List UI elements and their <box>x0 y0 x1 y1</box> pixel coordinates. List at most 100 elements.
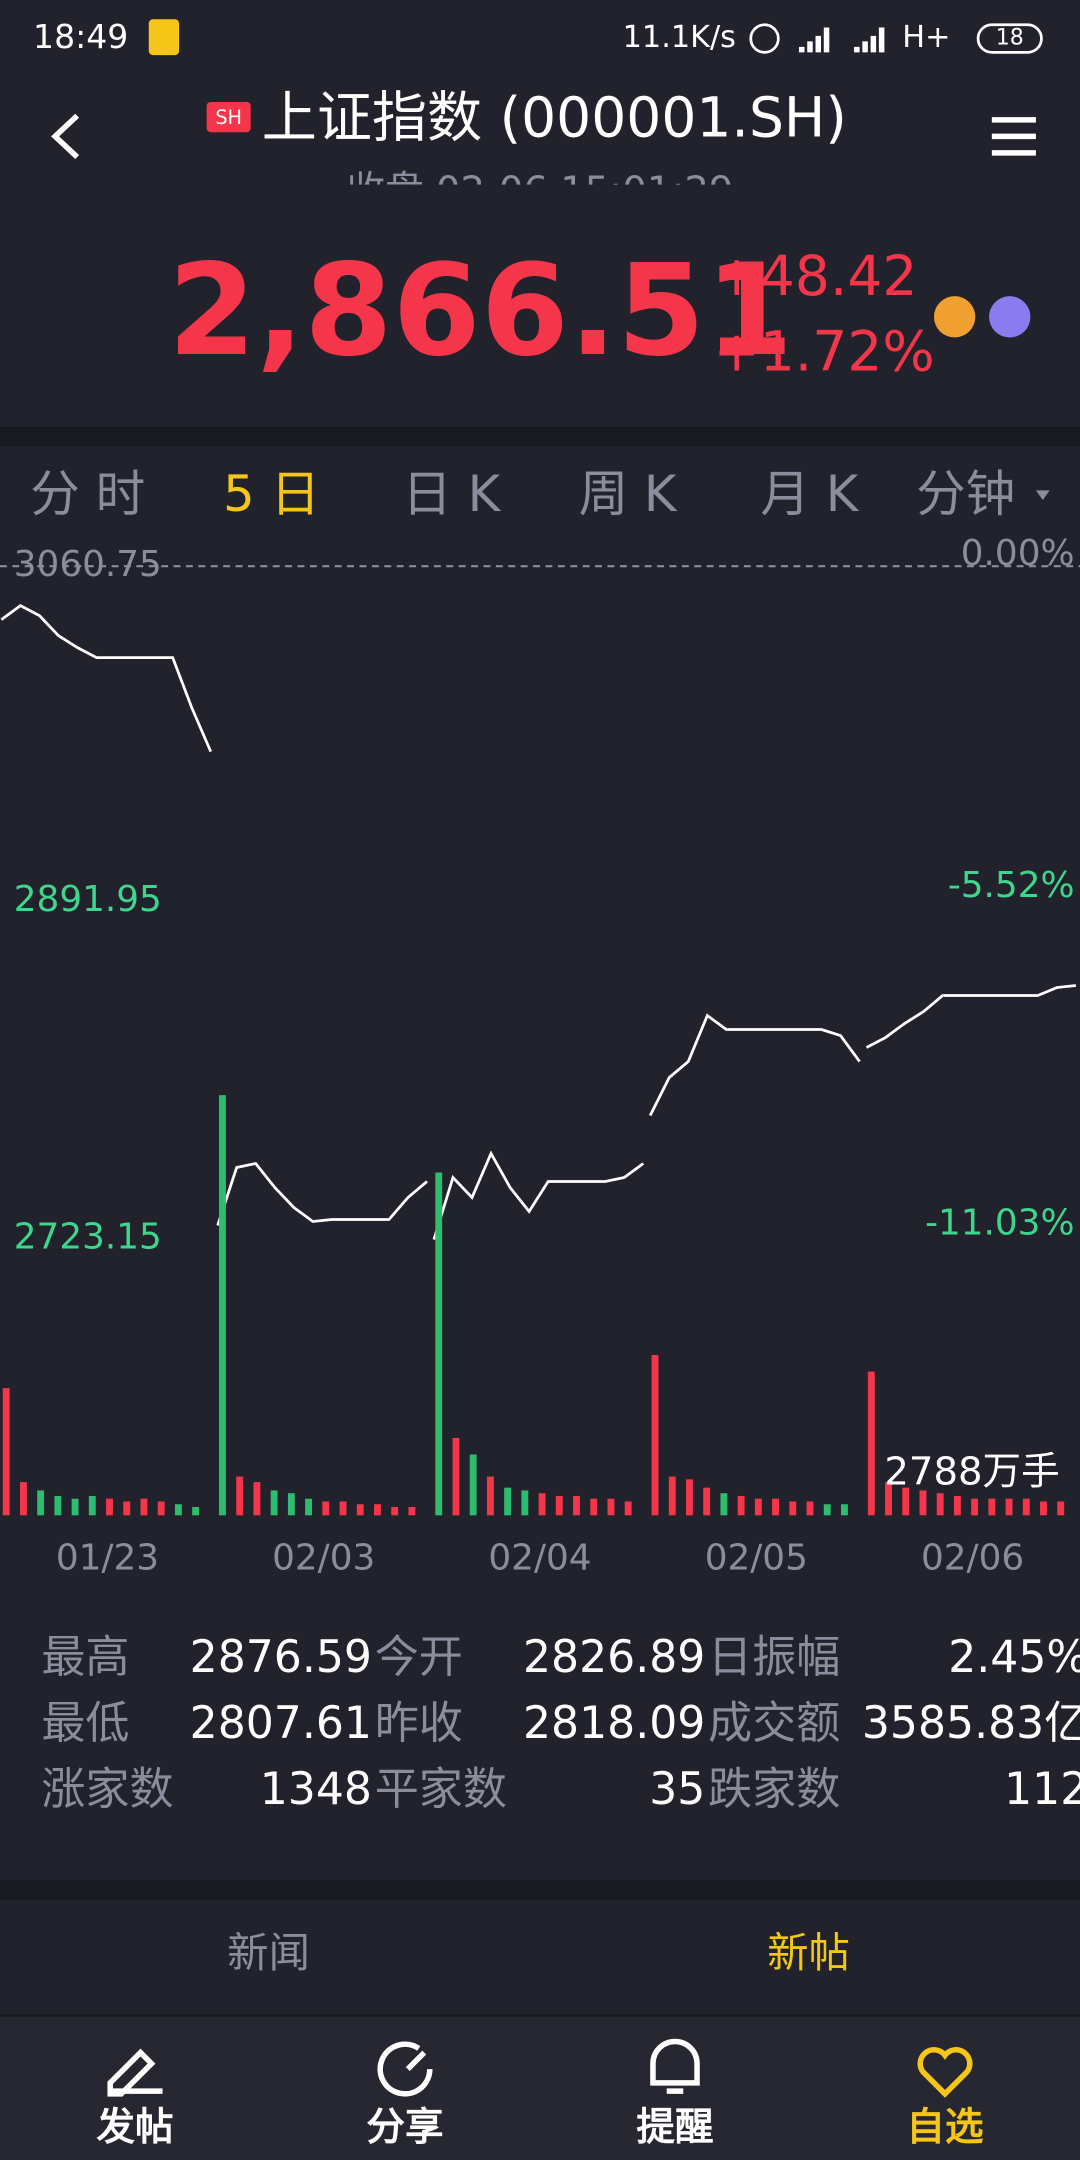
title: 上证指数 (000001.SH) <box>262 85 847 149</box>
stat-value: 112 <box>1004 1764 1080 1815</box>
price-line <box>865 984 1077 1049</box>
subtitle: 收盘 02-06 15:01:29 <box>347 168 734 213</box>
volume-bar <box>1005 1498 1013 1516</box>
volume-bar <box>772 1498 780 1516</box>
stat-label: 成交额 <box>708 1698 840 1749</box>
volume-bar <box>305 1498 313 1516</box>
volume-bar <box>435 1172 443 1516</box>
x-tick-label: 02/03 <box>272 1537 375 1578</box>
volume-bar <box>253 1482 261 1516</box>
content-tab[interactable]: 新闻 <box>227 1929 310 1977</box>
volume-bar <box>651 1354 659 1516</box>
x-tick-label: 01/23 <box>56 1537 159 1578</box>
signal-icon <box>798 27 830 53</box>
battery: 18 <box>996 26 1024 51</box>
price-line <box>216 1161 428 1226</box>
stat-value: 1348 <box>260 1764 372 1815</box>
tab[interactable]: 分 时 <box>30 465 145 523</box>
share-icon[interactable] <box>377 2041 433 2097</box>
volume-bar <box>1022 1498 1030 1516</box>
nav-label[interactable]: 发帖 <box>96 2105 173 2150</box>
volume-bar <box>71 1498 79 1516</box>
volume-bar <box>573 1495 580 1516</box>
net-speed: 11.1K/s <box>623 20 736 55</box>
back-button[interactable] <box>51 113 80 160</box>
volume-bar <box>88 1495 96 1516</box>
change: +48.42 <box>714 244 918 308</box>
volume-bar <box>590 1498 598 1516</box>
watchlist-icon[interactable] <box>917 2047 973 2098</box>
battery-icon <box>976 23 1043 54</box>
tag-icon <box>933 296 976 338</box>
volume-bar <box>624 1501 632 1516</box>
volume-bar <box>219 1095 226 1516</box>
price: 2,866.51 <box>168 236 793 384</box>
stat-value: 2818.09 <box>523 1698 705 1749</box>
volume-bar <box>106 1498 113 1516</box>
stat-value: 2876.59 <box>190 1632 372 1683</box>
signal-icon <box>854 27 885 53</box>
y-tick-label: 2891.95 <box>14 879 162 920</box>
volume-bar <box>452 1437 460 1516</box>
volume-bar <box>192 1507 200 1516</box>
tab[interactable]: 分钟 <box>916 465 1015 523</box>
nav-label[interactable]: 自选 <box>906 2105 984 2150</box>
stat-value: 2826.89 <box>523 1632 705 1683</box>
stat-label: 昨收 <box>375 1698 463 1749</box>
nav-label[interactable]: 提醒 <box>636 2105 713 2150</box>
tab[interactable]: 5 日 <box>223 465 320 523</box>
alarm-icon <box>749 23 780 54</box>
stat-label: 涨家数 <box>41 1764 173 1815</box>
volume-bar <box>469 1454 477 1516</box>
pct-label: -5.52% <box>948 865 1075 906</box>
divider <box>0 1880 1080 1900</box>
nav-label[interactable]: 分享 <box>366 2105 443 2150</box>
tab[interactable]: 日 K <box>402 465 501 523</box>
notification-icon <box>148 19 180 56</box>
volume-bar <box>1040 1501 1047 1516</box>
price-line <box>648 1013 861 1117</box>
stat-value: 2.45% <box>948 1632 1080 1683</box>
volume-bar <box>885 1482 892 1516</box>
volume-bar <box>936 1493 944 1516</box>
volume-bar <box>737 1495 745 1516</box>
volume-bar <box>356 1504 364 1516</box>
volume-bar <box>971 1498 979 1516</box>
stat-label: 平家数 <box>375 1764 507 1815</box>
network: H+ <box>902 20 950 55</box>
volume-bar <box>322 1501 330 1516</box>
tab[interactable]: 月 K <box>760 465 859 523</box>
volume-bar <box>504 1487 512 1516</box>
pct-label: 0.00% <box>961 533 1075 574</box>
post-icon[interactable] <box>107 2048 163 2097</box>
pct-label: -11.03% <box>925 1203 1074 1244</box>
volume-bar <box>919 1490 927 1516</box>
volume-bar <box>538 1493 546 1516</box>
stat-label: 今开 <box>375 1632 463 1683</box>
nav-bar <box>0 2016 1080 2160</box>
content-tab[interactable]: 新帖 <box>767 1929 850 1977</box>
volume-bar <box>953 1495 961 1516</box>
price-line <box>0 604 213 753</box>
alert-icon[interactable] <box>650 2038 700 2094</box>
stat-value: 35 <box>649 1764 705 1815</box>
tab[interactable]: 周 K <box>579 465 678 523</box>
stat-value: 3585.83亿 <box>862 1698 1080 1749</box>
divider <box>0 2013 1080 2017</box>
badge: SH <box>215 106 242 129</box>
volume-bar <box>988 1498 996 1516</box>
volume-bar <box>408 1507 416 1516</box>
volume-bar <box>686 1479 693 1516</box>
volume-bar <box>789 1501 797 1516</box>
volume-bar <box>668 1476 676 1516</box>
volume-bar <box>902 1487 910 1516</box>
volume-bar <box>391 1507 399 1516</box>
stat-value: 2807.61 <box>190 1698 372 1749</box>
x-tick-label: 02/05 <box>705 1537 808 1578</box>
volume-bar <box>840 1504 848 1516</box>
volume-bar <box>339 1501 347 1516</box>
volume-bar <box>157 1501 165 1516</box>
menu-button[interactable] <box>991 117 1036 156</box>
volume-bar <box>720 1493 728 1516</box>
